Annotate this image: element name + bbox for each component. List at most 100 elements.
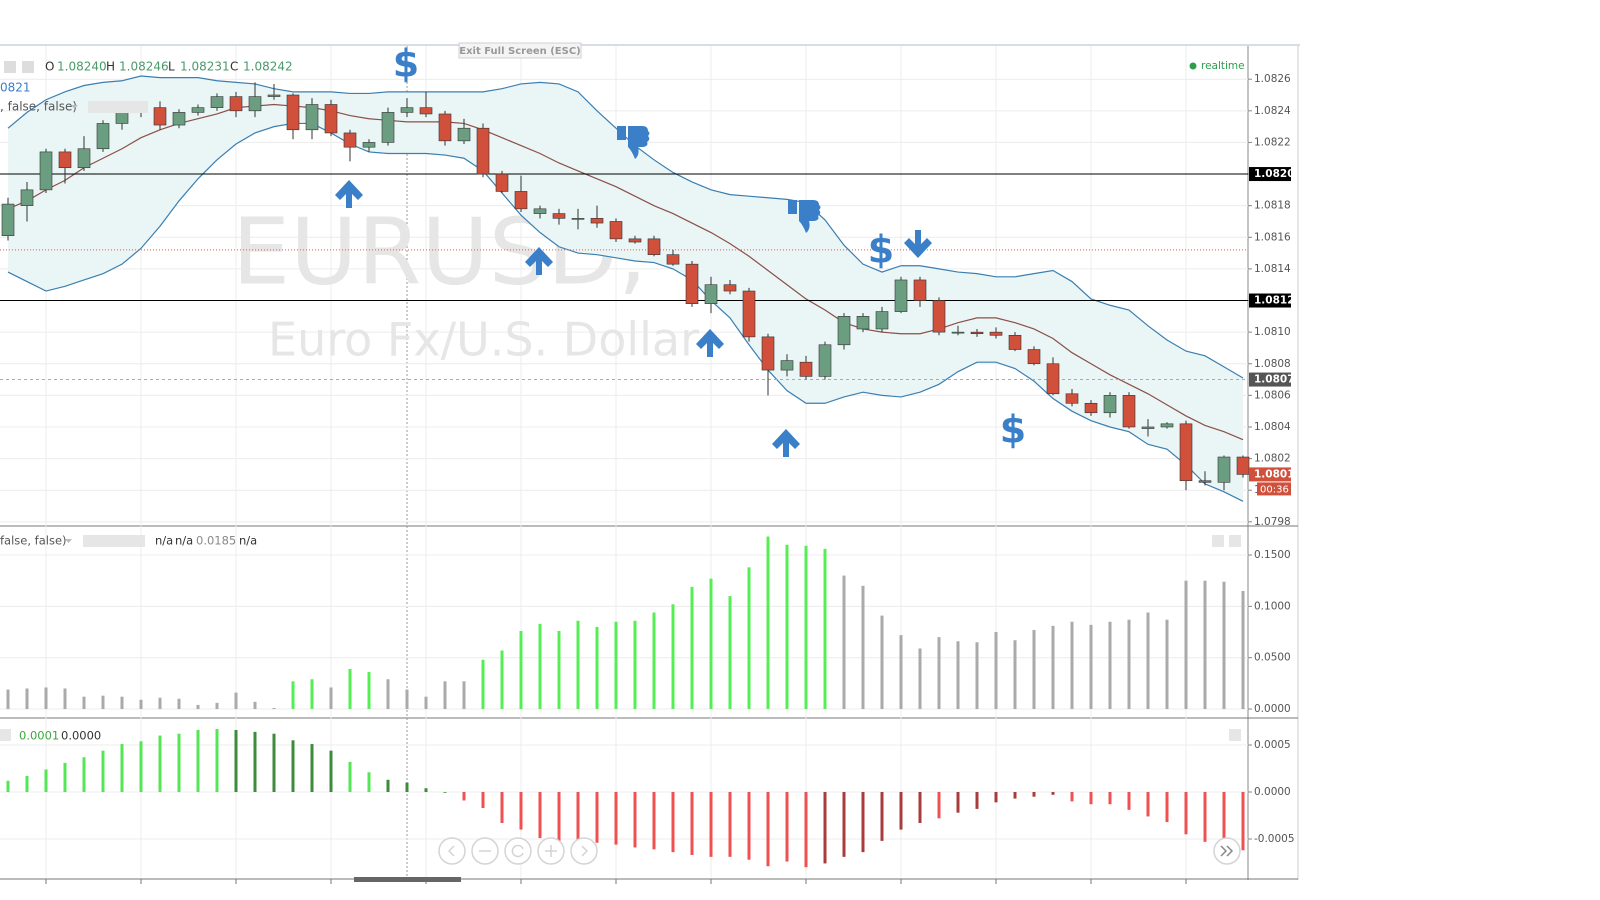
pane-button[interactable] [1212, 535, 1224, 547]
histogram-bar [519, 791, 523, 830]
histogram-bar [1070, 791, 1074, 802]
histogram-bar [690, 791, 694, 855]
histogram-bar [1184, 791, 1188, 835]
histogram-bar [139, 741, 143, 792]
histogram-bar [1203, 791, 1207, 842]
y-tick-label: 1.0814 [1254, 263, 1291, 275]
histogram-bar [652, 612, 656, 710]
indicator-value: n/a [175, 534, 193, 548]
y-tick-label: 0.1000 [1254, 600, 1291, 612]
histogram-bar [1146, 791, 1150, 817]
candle-body [191, 107, 205, 113]
histogram-bar [1089, 791, 1093, 805]
candle-body [571, 218, 585, 220]
histogram-bar [1032, 791, 1036, 797]
candle-body [1198, 480, 1212, 483]
header-icon[interactable] [22, 61, 34, 73]
histogram-bar [272, 733, 276, 792]
indicator-buttons[interactable] [88, 101, 148, 113]
candle-body [723, 284, 737, 292]
countdown-label: 00:36 [1260, 484, 1289, 495]
candle-body [913, 279, 927, 301]
candle-body [837, 316, 851, 346]
candle-body [514, 191, 528, 210]
y-tick-label: 0.0500 [1254, 652, 1291, 664]
histogram-bar [1013, 640, 1017, 710]
histogram-bar [899, 635, 903, 710]
histogram-bar [424, 696, 428, 710]
header-icon[interactable] [4, 61, 16, 73]
histogram-bar [1165, 619, 1169, 710]
histogram-bar [1203, 580, 1207, 710]
histogram-bar [880, 615, 884, 710]
candle-body [590, 218, 604, 224]
histogram-bar [538, 623, 542, 710]
ohlc-value: 1.08231 [180, 60, 230, 74]
reset-button[interactable] [504, 837, 532, 865]
histogram-bar [215, 729, 219, 792]
histogram-bar [861, 791, 865, 853]
histogram-bar [1070, 621, 1074, 710]
histogram-bar [766, 791, 770, 867]
scroll-right-icon [581, 845, 589, 857]
indicator-value: n/a [155, 534, 173, 548]
indicator-buttons[interactable] [0, 729, 11, 741]
histogram-bar [975, 791, 979, 809]
candle-body [153, 107, 167, 126]
candle-body [666, 254, 680, 265]
ohlc-value: 1.08240 [57, 60, 107, 74]
candle-body [1141, 426, 1155, 429]
candle-body [780, 360, 794, 371]
histogram-bar [177, 733, 181, 792]
candle-body [647, 238, 661, 255]
candle-body [1122, 395, 1136, 428]
histogram-bar [120, 744, 124, 792]
y-tick-label: 1.0802 [1254, 453, 1291, 465]
candle-body [495, 173, 509, 192]
histogram-bar [291, 740, 295, 792]
histogram-bar [348, 761, 352, 792]
candle-body [552, 213, 566, 219]
histogram-bar [1032, 629, 1036, 710]
candle-body [1008, 334, 1022, 350]
histogram-bar [1013, 791, 1017, 799]
pane-button[interactable] [1229, 729, 1241, 741]
histogram-bar [728, 596, 732, 710]
price-tag-label: 1.0807 [1254, 374, 1295, 386]
candle-body [58, 151, 72, 169]
scroll-left-button[interactable] [438, 837, 466, 865]
histogram-bar [709, 791, 713, 857]
histogram-bar [918, 648, 922, 710]
histogram-bar [462, 791, 466, 801]
dropdown-caret[interactable] [71, 105, 78, 109]
histogram-bar [1089, 624, 1093, 710]
histogram-bar [310, 679, 314, 710]
pane-button[interactable] [1229, 535, 1241, 547]
candle-body [77, 148, 91, 169]
histogram-bar [234, 729, 238, 792]
histogram-bar [709, 578, 713, 710]
candle-body [1236, 456, 1250, 475]
histogram-bar [177, 698, 181, 710]
y-tick-label: 1.0808 [1254, 358, 1291, 370]
exit-fullscreen-button[interactable] [458, 42, 582, 59]
histogram-bar [842, 575, 846, 710]
histogram-bar [1127, 791, 1131, 810]
histogram-bar [633, 620, 637, 710]
dropdown-caret[interactable] [65, 539, 72, 543]
histogram-bar [386, 779, 390, 792]
histogram-bar [25, 776, 29, 792]
candle-body [1046, 363, 1060, 395]
histogram-bar [500, 650, 504, 710]
histogram-bar [1051, 625, 1055, 710]
candle-body [457, 127, 471, 142]
signal-dollar: $ [1000, 408, 1026, 452]
candle-body [856, 316, 870, 330]
candle-body [799, 361, 813, 377]
candle-body [1179, 423, 1193, 482]
candle-body [286, 94, 300, 131]
countdown-tag [1257, 482, 1291, 496]
ohlc-label: O [45, 60, 54, 74]
scroll-right-button[interactable] [570, 837, 598, 865]
indicator-buttons[interactable] [83, 535, 145, 547]
